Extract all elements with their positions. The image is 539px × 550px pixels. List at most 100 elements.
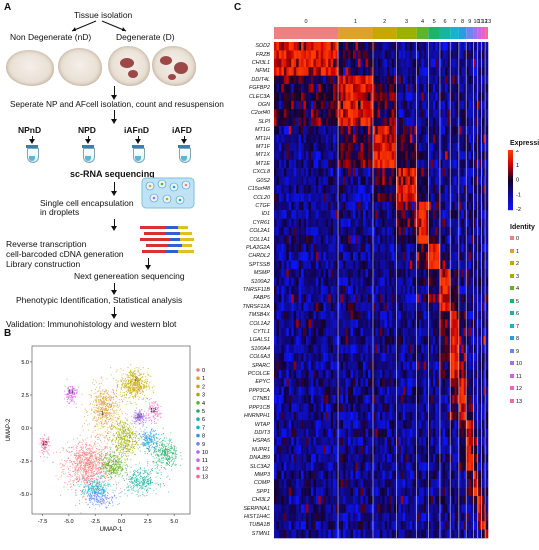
heatmap-cell: [283, 42, 287, 51]
point: [127, 367, 129, 369]
point: [92, 379, 94, 381]
point: [92, 497, 94, 499]
point: [111, 450, 113, 452]
point: [127, 378, 129, 380]
point: [109, 473, 111, 475]
heatmap-cell: [370, 92, 374, 102]
heatmap-cell: [450, 58, 453, 68]
point: [112, 459, 114, 461]
point: [167, 458, 169, 460]
point: [96, 391, 98, 393]
point: [139, 414, 141, 416]
cluster-bar-label: 5: [432, 19, 436, 25]
point: [80, 460, 82, 462]
point: [164, 440, 166, 442]
point: [120, 398, 122, 400]
point: [143, 467, 146, 469]
point: [94, 473, 96, 475]
point: [87, 414, 89, 416]
heatmap-cell: [328, 84, 331, 93]
point: [96, 420, 98, 422]
point: [147, 414, 150, 416]
point: [126, 375, 128, 377]
point: [110, 448, 112, 450]
point: [87, 471, 89, 473]
heatmap-cell: [281, 84, 285, 93]
point: [164, 467, 166, 469]
point: [77, 481, 79, 483]
point: [166, 453, 168, 455]
point: [117, 386, 119, 388]
point: [69, 461, 71, 463]
point: [49, 445, 51, 447]
point: [127, 445, 129, 447]
point: [152, 411, 154, 413]
point: [148, 477, 150, 480]
heatmap-cell: [278, 42, 282, 51]
point: [127, 486, 129, 488]
point: [130, 429, 132, 431]
point: [78, 466, 80, 469]
point: [145, 482, 147, 484]
y-tick-label: 5.0: [21, 360, 29, 366]
heatmap-cell: [291, 84, 295, 93]
point: [120, 445, 122, 447]
heatmap-cell: [278, 67, 282, 76]
point: [120, 426, 122, 428]
point: [90, 495, 92, 497]
point: [156, 415, 158, 417]
point: [97, 452, 99, 454]
point: [142, 376, 144, 378]
x-axis-label: UMAP-1: [100, 527, 123, 533]
point: [98, 451, 100, 453]
point: [131, 441, 133, 443]
point: [118, 425, 120, 427]
heatmap-cell: [283, 67, 287, 76]
point: [93, 460, 95, 462]
point: [143, 476, 146, 478]
non-degenerate-label: Non Degenerate (nD): [10, 32, 92, 42]
point: [55, 475, 57, 477]
heatmap-cell: [276, 50, 280, 60]
point: [144, 436, 146, 438]
point: [152, 405, 154, 408]
heatmap-cell: [481, 75, 484, 85]
point: [155, 413, 157, 415]
point: [84, 491, 86, 493]
point: [106, 422, 108, 424]
point: [111, 441, 113, 443]
point: [166, 450, 168, 452]
point: [136, 367, 138, 369]
point: [90, 485, 93, 487]
point: [121, 447, 123, 449]
point: [171, 455, 173, 457]
point: [89, 472, 91, 474]
point: [43, 439, 45, 442]
point: [135, 476, 137, 478]
point: [121, 439, 124, 441]
heatmap-cell: [432, 67, 436, 76]
heatmap-cell: [400, 42, 404, 51]
point: [76, 465, 78, 467]
heatmap-cell: [481, 42, 484, 51]
point: [140, 381, 142, 383]
point: [107, 439, 109, 441]
point: [125, 453, 127, 455]
point: [102, 409, 104, 411]
point: [76, 455, 78, 457]
point: [98, 480, 101, 482]
point: [139, 476, 141, 478]
point: [157, 450, 159, 452]
heatmap-cell: [409, 50, 413, 60]
heatmap-cell: [358, 84, 361, 93]
point: [149, 477, 151, 479]
point: [101, 496, 103, 498]
point: [141, 476, 143, 478]
point: [133, 389, 136, 391]
point: [116, 465, 118, 468]
rt-label-3: Library construction: [6, 259, 81, 269]
point: [120, 396, 122, 398]
point: [150, 454, 152, 456]
point: [138, 484, 140, 486]
point: [103, 393, 105, 395]
